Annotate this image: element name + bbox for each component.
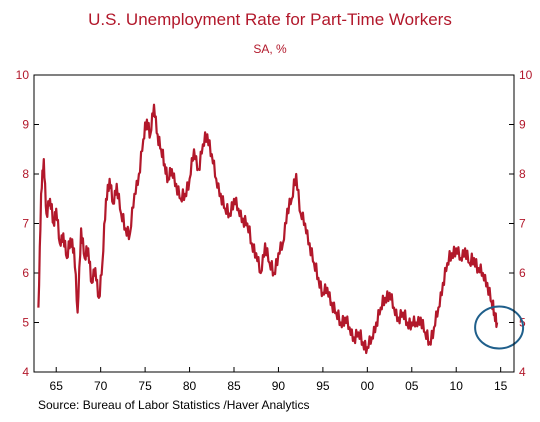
- x-axis: 65 70 75 80 85 90 95 00 05 10 15: [50, 367, 508, 393]
- plot-frame: [33, 74, 515, 373]
- y-tick-label-right: 6: [519, 266, 526, 280]
- y-axis-left: 4 5 6 7 8 9 10: [16, 68, 39, 379]
- x-tick-label: 00: [361, 379, 375, 393]
- x-tick-label: 95: [316, 379, 330, 393]
- x-tick-label: 70: [94, 379, 108, 393]
- chart-title: U.S. Unemployment Rate for Part-Time Wor…: [88, 10, 452, 29]
- x-tick-label: 15: [494, 379, 508, 393]
- y-tick-label-left: 5: [22, 316, 29, 330]
- y-tick-label-left: 10: [16, 68, 30, 82]
- series-line: [37, 103, 499, 355]
- x-tick-label: 10: [450, 379, 464, 393]
- x-tick-label: 05: [405, 379, 419, 393]
- y-tick-label-left: 6: [22, 266, 29, 280]
- y-tick-label-right: 8: [519, 167, 526, 181]
- y-tick-label-left: 8: [22, 167, 29, 181]
- x-tick-label: 65: [50, 379, 64, 393]
- y-tick-label-right: 10: [519, 68, 533, 82]
- y-tick-label-left: 7: [22, 217, 29, 231]
- x-tick-label: 80: [183, 379, 197, 393]
- y-tick-label-right: 7: [519, 217, 526, 231]
- y-tick-label-left: 9: [22, 118, 29, 132]
- y-tick-label-right: 9: [519, 118, 526, 132]
- x-tick-label: 75: [138, 379, 152, 393]
- x-tick-label: 90: [272, 379, 286, 393]
- y-tick-label-right: 4: [519, 365, 526, 379]
- highlight-circle: [474, 305, 525, 350]
- y-tick-label-left: 4: [22, 365, 29, 379]
- chart-subtitle: SA, %: [253, 42, 287, 56]
- x-tick-label: 85: [227, 379, 241, 393]
- source-note: Source: Bureau of Labor Statistics /Have…: [38, 398, 309, 412]
